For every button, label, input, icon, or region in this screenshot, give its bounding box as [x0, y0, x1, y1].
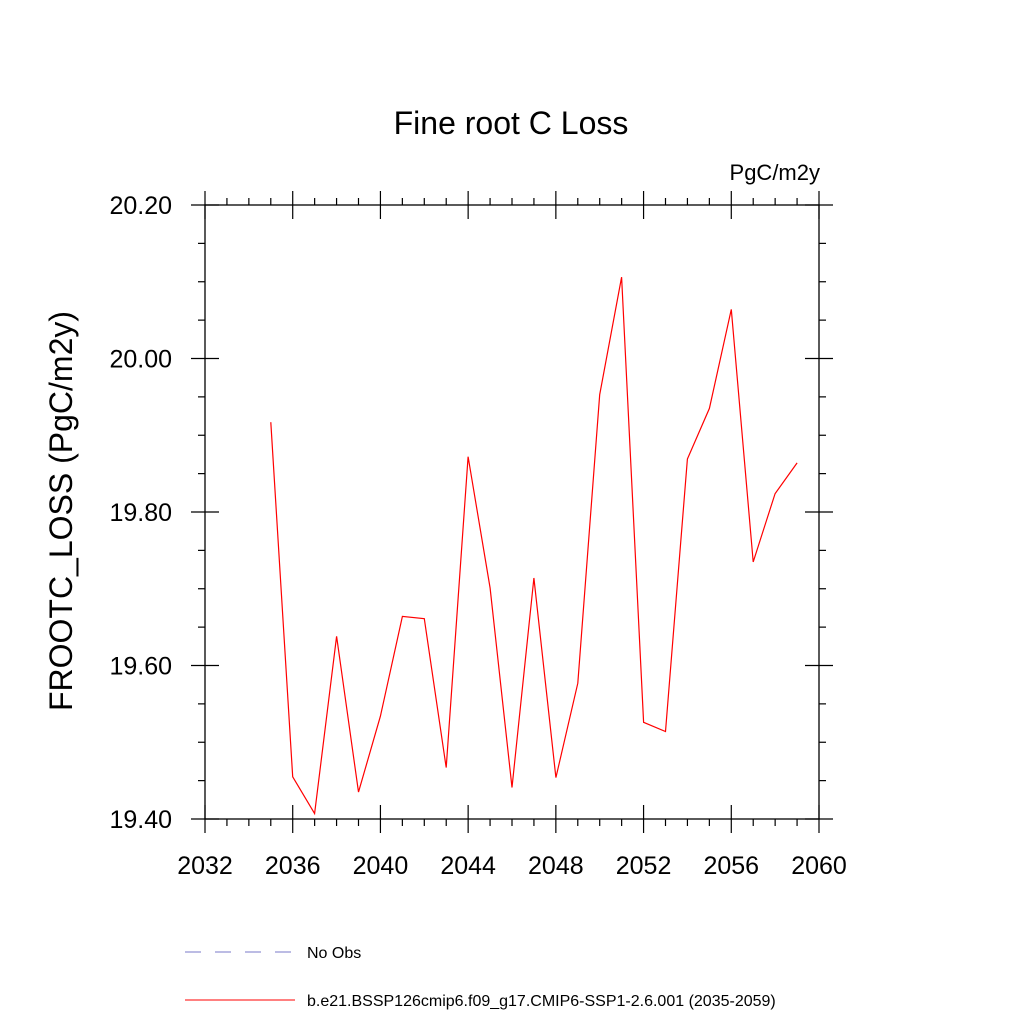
y-tick-label: 20.00: [109, 346, 172, 374]
legend-label-2: b.e21.BSSP126cmip6.f09_g17.CMIP6-SSP1-2.…: [307, 993, 776, 1010]
data-point: [728, 306, 734, 312]
data-point: [312, 811, 318, 817]
y-tick-label: 19.60: [109, 653, 172, 681]
data-point: [399, 613, 405, 619]
data-point: [509, 785, 515, 791]
data-point: [421, 616, 427, 622]
data-point: [575, 680, 581, 686]
series-line-1: [270, 276, 798, 816]
axis-tick-labels: 2032 2036 2040 2044 2048 2052 2056 2060 19.40 19.…: [109, 192, 846, 880]
y-axis-label: FROOTC_LOSS (PgC/m2y): [43, 311, 79, 711]
data-point: [794, 460, 800, 466]
data-point: [377, 713, 383, 719]
legend: No Obs b.e21.BSSP126cmip6.f09_g17.CMIP6-S…: [185, 945, 776, 1010]
x-tick-label: 2056: [703, 852, 759, 880]
data-point: [487, 585, 493, 591]
x-tick-label: 2048: [528, 852, 584, 880]
data-point: [465, 454, 471, 460]
axis-ticks: [191, 191, 833, 833]
data-point: [334, 633, 340, 639]
legend-label-1: No Obs: [307, 945, 361, 962]
data-point: [290, 774, 296, 780]
chart-title: Fine root C Loss: [394, 105, 629, 141]
x-tick-label: 2036: [265, 852, 321, 880]
x-tick-label: 2040: [353, 852, 409, 880]
plot-frame: [204, 204, 820, 820]
units-label: PgC/m2y: [730, 160, 820, 185]
data-point: [706, 405, 712, 411]
data-point: [641, 719, 647, 725]
data-point: [268, 419, 274, 425]
data-point: [772, 491, 778, 497]
data-point: [619, 274, 625, 280]
data-point: [597, 392, 603, 398]
data-point: [531, 575, 537, 581]
data-point: [750, 559, 756, 565]
x-tick-label: 2060: [791, 852, 847, 880]
data-point: [684, 456, 690, 462]
data-point: [443, 765, 449, 771]
y-tick-label: 19.80: [109, 499, 172, 527]
x-tick-label: 2032: [177, 852, 233, 880]
y-tick-label: 19.40: [109, 806, 172, 834]
data-point: [553, 775, 559, 781]
x-tick-label: 2044: [440, 852, 496, 880]
x-tick-label: 2052: [616, 852, 672, 880]
series-group: [268, 274, 800, 817]
data-point: [356, 789, 362, 795]
data-point: [663, 729, 669, 735]
y-tick-label: 20.20: [109, 192, 172, 220]
